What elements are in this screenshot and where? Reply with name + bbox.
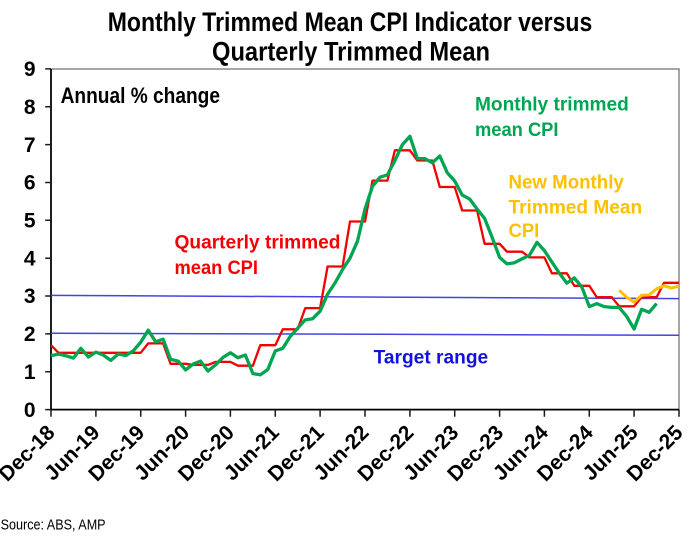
svg-text:Annual % change: Annual % change <box>61 83 220 108</box>
svg-text:Monthly trimmed: Monthly trimmed <box>475 95 629 116</box>
svg-text:CPI: CPI <box>509 221 540 242</box>
svg-text:7: 7 <box>24 134 36 157</box>
svg-text:New Monthly: New Monthly <box>509 173 625 194</box>
svg-text:2: 2 <box>24 323 36 346</box>
svg-text:4: 4 <box>24 247 36 270</box>
svg-text:9: 9 <box>24 58 36 81</box>
svg-text:mean CPI: mean CPI <box>175 258 259 279</box>
svg-text:0: 0 <box>24 399 36 422</box>
svg-text:5: 5 <box>24 210 36 233</box>
svg-text:1: 1 <box>24 361 36 384</box>
svg-text:8: 8 <box>24 96 36 119</box>
svg-text:mean CPI: mean CPI <box>475 120 559 141</box>
svg-text:Source: ABS, AMP: Source: ABS, AMP <box>1 518 106 534</box>
svg-text:Trimmed Mean: Trimmed Mean <box>509 198 643 219</box>
svg-text:3: 3 <box>24 285 36 308</box>
svg-text:Quarterly Trimmed Mean: Quarterly Trimmed Mean <box>212 37 490 67</box>
svg-text:Target range: Target range <box>374 348 489 369</box>
svg-text:Quarterly trimmed: Quarterly trimmed <box>175 233 341 254</box>
svg-text:6: 6 <box>24 172 36 195</box>
svg-text:Monthly Trimmed Mean CPI Indic: Monthly Trimmed Mean CPI Indicator versu… <box>108 7 593 37</box>
